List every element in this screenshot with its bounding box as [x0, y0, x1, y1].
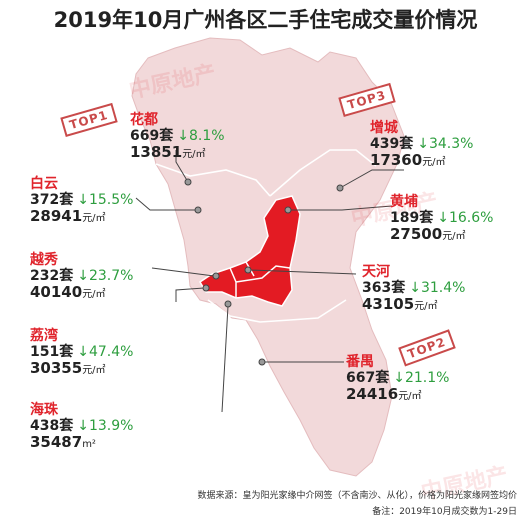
leader-haizhu	[221, 305, 229, 413]
district-volume: 439套	[370, 136, 414, 153]
district-name: 白云	[30, 176, 58, 192]
data-source-note: 数据来源：皇为阳光家缘中介网签（不含南沙、从化），价格为阳光家缘网签均价	[197, 491, 517, 501]
district-volume: 151套	[30, 344, 74, 361]
district-price: 35487	[30, 433, 83, 452]
district-price: 30355	[30, 359, 83, 378]
district-name: 花都	[130, 112, 158, 128]
district-label-huadu: 花都 669套 ↓8.1% 13851元/㎡	[130, 112, 225, 161]
price-unit: 元/㎡	[422, 157, 446, 169]
district-price: 13851	[130, 143, 183, 162]
dot-huadu	[184, 178, 192, 186]
price-unit: 元/㎡	[82, 365, 106, 377]
price-unit: 元/㎡	[442, 231, 466, 243]
district-price: 17360	[370, 151, 423, 170]
district-name: 黄埔	[390, 194, 418, 210]
price-unit: 元/㎡	[182, 149, 206, 161]
district-borders	[155, 149, 377, 323]
district-name: 增城	[370, 120, 398, 136]
district-change: ↓47.4%	[77, 344, 134, 361]
district-price: 24416	[346, 385, 399, 404]
price-unit: m²	[82, 439, 96, 451]
district-label-panyu: 番禺 667套 ↓21.1% 24416元/㎡	[346, 354, 449, 403]
district-name: 海珠	[30, 402, 58, 418]
dot-haizhu	[224, 300, 232, 308]
leader-huadu	[175, 150, 189, 183]
district-volume: 438套	[30, 418, 74, 435]
price-unit: 元/㎡	[398, 391, 422, 403]
district-label-tianhe: 天河 363套 ↓31.4% 43105元/㎡	[362, 264, 465, 313]
leader-huangpu	[290, 205, 393, 211]
leader-tianhe	[249, 269, 357, 275]
district-volume: 232套	[30, 268, 74, 285]
district-label-huangpu: 黄埔 189套 ↓16.6% 27500元/㎡	[390, 194, 493, 243]
district-change: ↓31.4%	[409, 280, 466, 297]
district-volume: 372套	[30, 192, 74, 209]
dot-tianhe	[244, 266, 252, 274]
leader-liwan	[175, 287, 205, 302]
price-unit: 元/㎡	[82, 213, 106, 225]
page-title: 2019年10月广州各区二手住宅成交量价情况	[53, 8, 478, 32]
core-districts	[198, 195, 301, 307]
district-label-haizhu: 海珠 438套 ↓13.9% 35487m²	[30, 402, 133, 451]
district-name: 番禺	[346, 354, 374, 370]
district-price: 43105	[362, 295, 415, 314]
district-change: ↓34.3%	[417, 136, 474, 153]
district-change: ↓16.6%	[437, 210, 494, 227]
dot-yuexiu	[212, 272, 220, 280]
district-price: 28941	[30, 207, 83, 226]
leader-zengcheng	[339, 169, 404, 189]
district-price: 27500	[390, 225, 443, 244]
district-change: ↓13.9%	[77, 418, 134, 435]
district-volume: 669套	[130, 128, 174, 145]
district-label-zengcheng: 增城 439套 ↓34.3% 17360元/㎡	[370, 120, 473, 169]
remark-note: 备注：2019年10月成交数为1-29日	[372, 507, 517, 517]
dot-huangpu	[284, 206, 292, 214]
district-name: 荔湾	[30, 328, 58, 344]
dot-baiyun	[194, 206, 202, 214]
district-change: ↓21.1%	[393, 370, 450, 387]
district-label-yuexiu: 越秀 232套 ↓23.7% 40140元/㎡	[30, 252, 133, 301]
price-unit: 元/㎡	[82, 289, 106, 301]
district-label-liwan: 荔湾 151套 ↓47.4% 30355元/㎡	[30, 328, 133, 377]
district-change: ↓8.1%	[177, 128, 225, 145]
district-change: ↓23.7%	[77, 268, 134, 285]
district-volume: 363套	[362, 280, 406, 297]
district-label-baiyun: 白云 372套 ↓15.5% 28941元/㎡	[30, 176, 133, 225]
district-volume: 667套	[346, 370, 390, 387]
district-name: 天河	[362, 264, 390, 280]
district-name: 越秀	[30, 252, 58, 268]
leader-yuexiu	[151, 267, 215, 277]
district-price: 40140	[30, 283, 83, 302]
leader-baiyun	[135, 197, 196, 211]
dot-zengcheng	[336, 184, 344, 192]
district-change: ↓15.5%	[77, 192, 134, 209]
district-volume: 189套	[390, 210, 434, 227]
price-unit: 元/㎡	[414, 301, 438, 313]
dot-liwan	[202, 284, 210, 292]
dot-panyu	[258, 358, 266, 366]
